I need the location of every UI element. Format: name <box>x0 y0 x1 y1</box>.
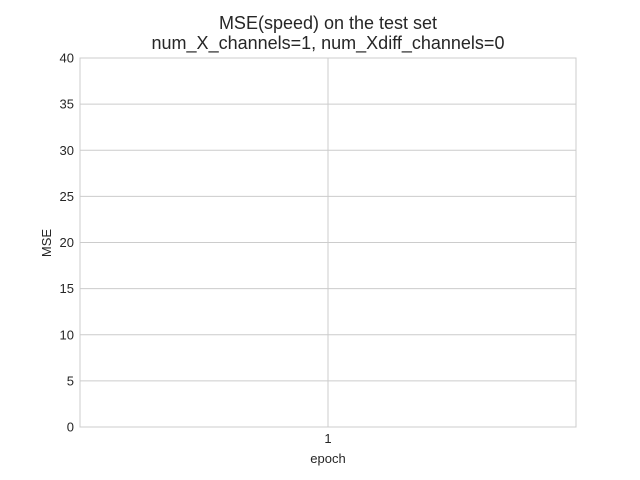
y-tick-label: 40 <box>60 51 74 66</box>
y-tick-label: 20 <box>60 235 74 250</box>
y-tick-label: 5 <box>67 373 74 388</box>
x-axis-label: epoch <box>310 451 345 466</box>
y-axis-label: MSE <box>39 229 54 258</box>
y-ticks-layer: 0 5 10 15 20 25 30 35 40 <box>60 51 74 435</box>
plot-frame <box>79 57 577 428</box>
y-tick-label: 0 <box>67 420 74 435</box>
y-tick-label: 15 <box>60 281 74 296</box>
chart-subtitle: num_X_channels=1, num_Xdiff_channels=0 <box>152 33 505 54</box>
y-tick-label: 10 <box>60 327 74 342</box>
grid-layer <box>80 57 576 428</box>
y-tick-label: 35 <box>60 97 74 112</box>
chart-title: MSE(speed) on the test set <box>219 13 437 33</box>
x-ticks-layer: 1 <box>324 431 331 446</box>
x-tick-label: 1 <box>324 431 331 446</box>
y-tick-label: 30 <box>60 143 74 158</box>
y-tick-label: 25 <box>60 189 74 204</box>
